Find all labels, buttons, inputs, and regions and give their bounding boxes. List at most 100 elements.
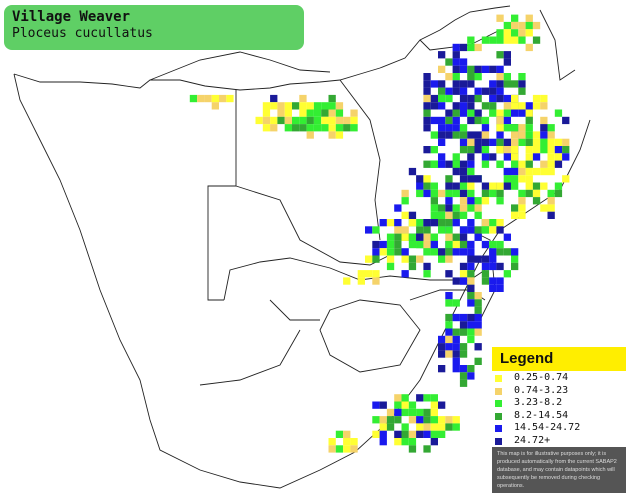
occurrence-cell — [416, 233, 424, 241]
legend-label: 3.23-8.2 — [514, 397, 563, 408]
occurrence-cell — [467, 372, 475, 380]
occurrence-cell — [554, 160, 563, 168]
occurrence-cell — [423, 146, 431, 154]
occurrence-cell — [489, 102, 497, 110]
occurrence-cell — [408, 430, 417, 438]
occurrence-cell — [379, 401, 387, 409]
occurrence-cell — [518, 102, 526, 110]
occurrence-cell — [313, 124, 322, 132]
occurrence-cell — [489, 262, 497, 271]
occurrence-cell — [401, 226, 409, 234]
occurrence-cell — [299, 109, 307, 117]
occurrence-cell — [459, 270, 468, 278]
occurrence-cell — [445, 124, 453, 132]
occurrence-cell — [474, 292, 482, 300]
occurrence-cell — [532, 21, 541, 30]
occurrence-cell — [423, 116, 431, 125]
occurrence-cell — [511, 248, 519, 256]
occurrence-cell — [467, 313, 475, 322]
occurrence-cell — [343, 430, 351, 438]
species-title-box: Village Weaver Ploceus cucullatus — [4, 5, 304, 50]
occurrence-cell — [445, 73, 453, 81]
occurrence-cell — [350, 124, 358, 132]
legend-label: 8.2-14.54 — [514, 409, 569, 421]
occurrence-cell — [445, 313, 453, 322]
occurrence-cell — [394, 248, 402, 256]
occurrence-cell — [262, 109, 271, 117]
occurrence-cell — [335, 445, 344, 453]
occurrence-cell — [394, 240, 402, 249]
occurrence-cell — [525, 109, 533, 117]
occurrence-cell — [467, 109, 475, 117]
occurrence-cell — [518, 109, 526, 117]
occurrence-cell — [335, 116, 344, 125]
occurrence-cell — [467, 131, 475, 139]
occurrence-cell — [459, 372, 468, 380]
occurrence-cell — [496, 73, 504, 81]
occurrence-cell — [525, 14, 533, 22]
occurrence-cell — [350, 445, 358, 453]
occurrence-cell — [321, 102, 329, 110]
occurrence-cell — [518, 138, 526, 146]
occurrence-cell — [547, 146, 555, 154]
occurrence-cell — [416, 189, 424, 198]
occurrence-cell — [401, 233, 409, 241]
occurrence-cell — [445, 182, 453, 190]
occurrence-cell — [496, 197, 504, 205]
occurrence-cell — [562, 146, 570, 154]
occurrence-cell — [518, 73, 526, 81]
occurrence-cell — [474, 116, 482, 125]
occurrence-cell — [481, 36, 490, 44]
occurrence-cell — [401, 430, 409, 438]
occurrence-cell — [445, 343, 453, 351]
occurrence-cell — [438, 365, 446, 373]
botswana-border — [235, 185, 391, 266]
occurrence-cell — [511, 153, 519, 161]
occurrence-cell — [452, 182, 460, 190]
occurrence-cell — [562, 153, 570, 161]
malawi-border — [539, 9, 576, 81]
occurrence-cell — [518, 131, 526, 139]
occurrence-cell — [554, 146, 563, 154]
occurrence-cell — [445, 175, 453, 183]
occurrence-cell — [496, 146, 504, 154]
occurrence-cell — [423, 219, 431, 227]
occurrence-cell — [532, 138, 541, 146]
occurrence-cell — [438, 335, 446, 344]
occurrence-cell — [401, 408, 409, 417]
occurrence-cell — [467, 36, 475, 44]
occurrence-cell — [459, 109, 468, 117]
occurrence-cell — [365, 255, 373, 263]
occurrence-cell — [496, 284, 504, 292]
occurrence-cell — [270, 102, 278, 110]
occurrence-cell — [547, 153, 555, 161]
occurrence-cell — [416, 394, 424, 402]
occurrence-cell — [496, 94, 504, 103]
occurrence-cell — [489, 109, 497, 117]
occurrence-cell — [372, 430, 380, 438]
occurrence-cell — [445, 292, 453, 300]
occurrence-cell — [262, 124, 271, 132]
occurrence-cell — [459, 379, 468, 387]
occurrence-cell — [525, 160, 533, 168]
occurrence-cell — [365, 270, 373, 278]
occurrence-cell — [416, 416, 424, 424]
occurrence-cell — [452, 299, 460, 307]
occurrence-cell — [343, 438, 351, 446]
occurrence-cell — [438, 124, 446, 132]
occurrence-cell — [489, 248, 497, 256]
occurrence-cell — [489, 80, 497, 88]
occurrence-cell — [511, 160, 519, 168]
occurrence-cell — [430, 94, 438, 103]
occurrence-cell — [532, 167, 541, 176]
occurrence-cell — [226, 94, 234, 103]
occurrence-cell — [481, 226, 490, 234]
occurrence-cell — [284, 102, 292, 110]
occurrence-cell — [459, 350, 468, 358]
occurrence-cell — [532, 182, 541, 190]
occurrence-cell — [416, 219, 424, 227]
occurrence-cell — [467, 335, 475, 344]
occurrence-cell — [452, 131, 460, 139]
occurrence-cell — [474, 131, 482, 139]
occurrence-cell — [343, 277, 351, 285]
